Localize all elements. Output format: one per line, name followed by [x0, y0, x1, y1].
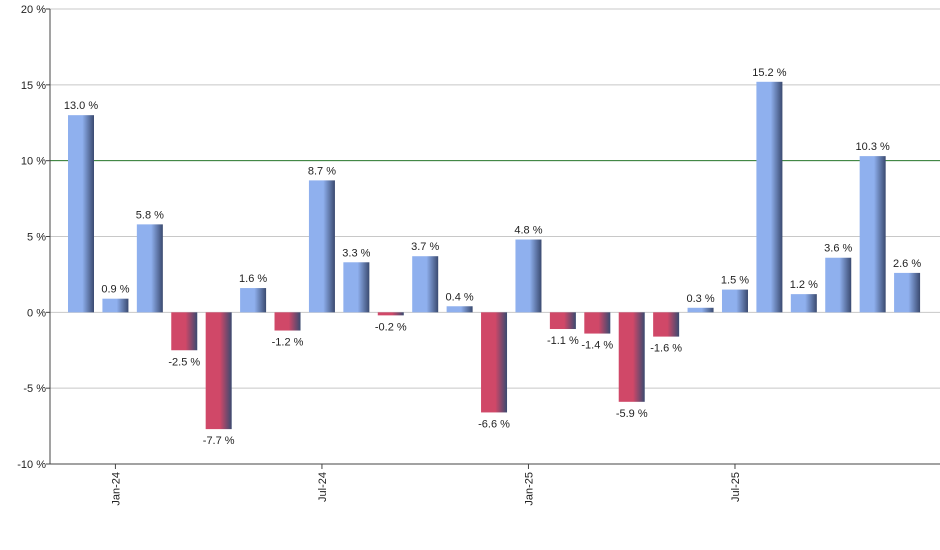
value-label: -6.6 %: [478, 418, 510, 430]
y-tick-label: -5 %: [23, 383, 46, 395]
value-label: 3.3 %: [342, 247, 370, 259]
bar: [343, 262, 370, 313]
bar: [240, 288, 267, 313]
bar: [205, 312, 232, 430]
bar: [68, 115, 94, 313]
value-label: 2.6 %: [893, 258, 921, 270]
value-label: -7.7 %: [203, 435, 235, 447]
bar: [756, 81, 783, 313]
value-label: 0.4 %: [446, 291, 474, 303]
value-label: -2.5 %: [168, 356, 200, 368]
value-label: -1.2 %: [272, 337, 304, 349]
y-tick-label: 20 %: [21, 4, 46, 16]
y-tick-label: 5 %: [27, 232, 46, 244]
value-label: -0.2 %: [375, 321, 407, 333]
value-label: 1.2 %: [790, 279, 818, 291]
bar: [894, 272, 921, 313]
bar: [790, 294, 817, 313]
bar: [653, 312, 680, 337]
x-tick-label: Jan-25: [523, 472, 535, 506]
value-label: 15.2 %: [752, 67, 786, 79]
bar: [687, 307, 714, 313]
value-label: 13.0 %: [64, 100, 98, 112]
bar: [446, 306, 473, 313]
bar: [481, 312, 508, 413]
value-label: 3.7 %: [411, 241, 439, 253]
bar: [412, 256, 439, 313]
value-label: 0.3 %: [686, 293, 714, 305]
y-tick-label: 15 %: [21, 80, 46, 92]
bar: [377, 312, 404, 316]
value-label: 4.8 %: [514, 225, 542, 237]
value-label: 0.9 %: [101, 284, 129, 296]
value-label: -1.6 %: [650, 343, 682, 355]
x-tick-label: Jul-25: [730, 472, 742, 502]
value-label: -1.1 %: [547, 335, 579, 347]
value-label: -1.4 %: [581, 340, 613, 352]
bar: [515, 239, 542, 313]
value-label: 1.6 %: [239, 273, 267, 285]
value-label: 10.3 %: [856, 141, 890, 153]
x-tick-label: Jan-24: [110, 472, 122, 506]
bar: [618, 312, 645, 402]
bar: [274, 312, 301, 331]
bar: [136, 224, 163, 313]
bar: [308, 180, 335, 313]
value-label: 1.5 %: [721, 275, 749, 287]
value-label: 8.7 %: [308, 165, 336, 177]
bar: [859, 156, 886, 313]
bar: [102, 298, 129, 313]
bar: [584, 312, 611, 334]
bar: [549, 312, 576, 330]
bar: [171, 312, 198, 351]
value-label: -5.9 %: [616, 408, 648, 420]
value-label: 3.6 %: [824, 243, 852, 255]
value-label: 5.8 %: [136, 209, 164, 221]
y-tick-label: -10 %: [17, 459, 46, 471]
y-tick-label: 0 %: [27, 307, 46, 319]
y-tick-label: 10 %: [21, 156, 46, 168]
x-tick-label: Jul-24: [317, 472, 329, 502]
bar: [721, 289, 748, 313]
bar: [825, 257, 852, 313]
